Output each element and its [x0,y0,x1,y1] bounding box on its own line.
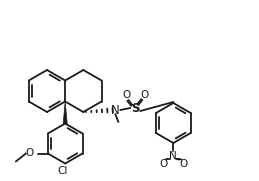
Text: N: N [169,151,177,161]
Text: O: O [122,90,131,100]
Polygon shape [63,102,67,123]
Text: Cl: Cl [57,165,67,176]
Text: O: O [159,159,168,169]
Text: N: N [111,104,120,117]
Text: O: O [26,148,34,159]
Text: O: O [179,159,188,169]
Text: S: S [131,102,140,115]
Text: O: O [140,90,148,100]
